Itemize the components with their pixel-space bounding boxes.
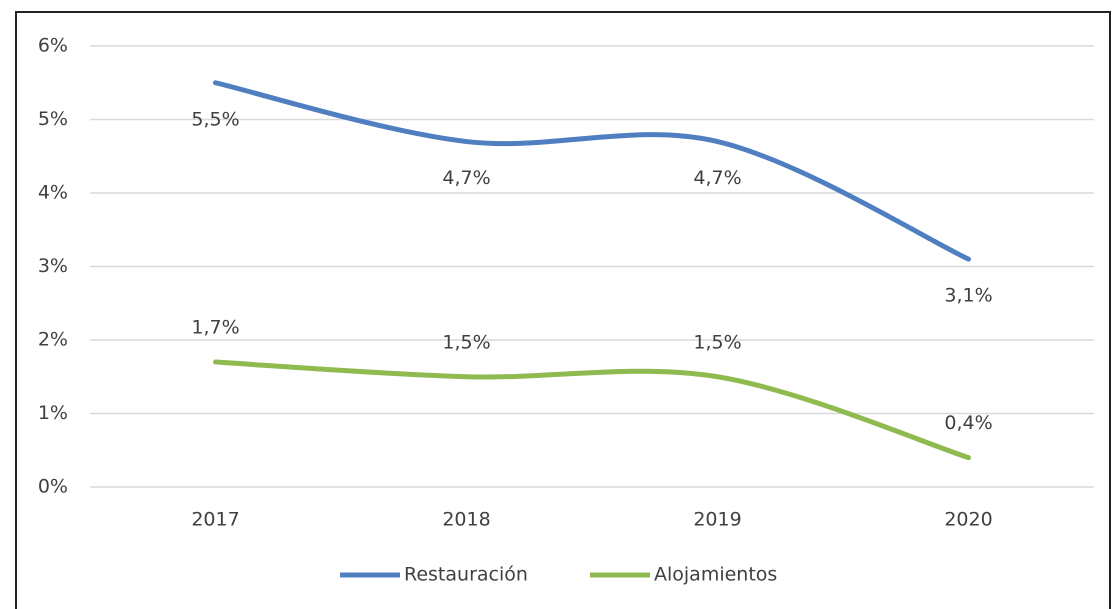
series-line: [213, 80, 971, 262]
x-tick-label: 2018: [442, 509, 490, 531]
chart-frame: [15, 11, 1111, 609]
y-tick-label: 4%: [38, 182, 68, 204]
data-label: 0,4%: [944, 412, 992, 434]
data-label: 4,7%: [693, 167, 741, 189]
data-label: 3,1%: [944, 285, 992, 307]
y-tick-label: 0%: [38, 476, 68, 498]
series-line: [213, 359, 971, 461]
y-tick-label: 2%: [38, 329, 68, 351]
data-label: 1,7%: [191, 317, 239, 339]
x-tick-label: 2020: [944, 509, 992, 531]
y-tick-label: 3%: [38, 255, 68, 277]
data-label: 4,7%: [442, 167, 490, 189]
data-label: 5,5%: [191, 108, 239, 130]
data-label: 1,5%: [442, 331, 490, 353]
data-label: 1,5%: [693, 331, 741, 353]
x-tick-label: 2019: [693, 509, 741, 531]
y-tick-label: 1%: [38, 402, 68, 424]
legend-label: Restauración: [404, 564, 528, 586]
y-tick-label: 6%: [38, 35, 68, 57]
y-tick-label: 5%: [38, 108, 68, 130]
x-tick-label: 2017: [191, 509, 239, 531]
legend-label: Alojamientos: [654, 564, 777, 586]
